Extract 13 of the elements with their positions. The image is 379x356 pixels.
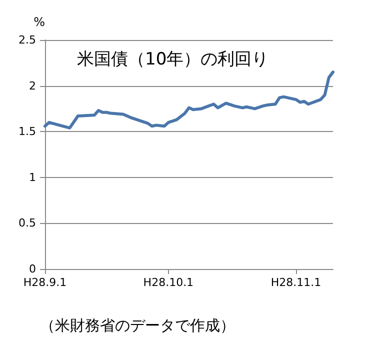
y-tick-label: 1 bbox=[29, 170, 36, 184]
x-tick-label: H28.10.1 bbox=[143, 276, 194, 289]
text: 米国債（10年）の利回り bbox=[77, 50, 269, 70]
y-tick-label: 2 bbox=[29, 79, 36, 92]
y-tick-label: 1.5 bbox=[18, 125, 36, 138]
y-axis-title: % bbox=[34, 15, 45, 29]
line-series bbox=[44, 70, 334, 130]
x-tick-label: H28.9.1 bbox=[23, 276, 67, 289]
y-tick-label: 0 bbox=[29, 262, 36, 276]
y-tick-label: 2.5 bbox=[18, 34, 36, 46]
y-tick-label: 0.5 bbox=[18, 216, 36, 230]
text: （米財務省のデータで作成） bbox=[40, 316, 235, 334]
x-tick-label: H28.11.1 bbox=[270, 276, 322, 289]
